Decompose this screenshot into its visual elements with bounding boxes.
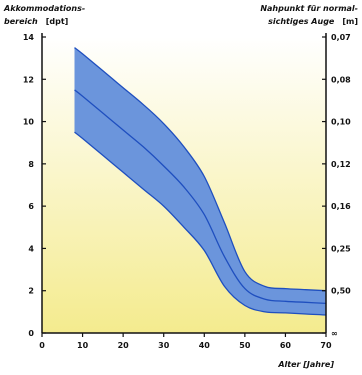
x-tick-label: 50	[239, 341, 251, 350]
x-tick-label: 70	[320, 341, 332, 350]
x-tick-label: 30	[158, 341, 170, 350]
mean-line	[74, 89, 327, 305]
right-axis-unit: [m]	[342, 17, 358, 26]
left-axis-title: Akkommodations- bereich [dpt]	[4, 2, 85, 28]
left-tick-label: 10	[23, 118, 35, 127]
left-tick-label: 4	[28, 244, 34, 253]
left-tick-label: 6	[28, 202, 34, 211]
right-tick-label: 0,50	[331, 287, 351, 296]
x-tick-label: 20	[118, 341, 130, 350]
left-axis-title-line2: bereich	[4, 17, 38, 26]
x-tick-label: 60	[280, 341, 292, 350]
right-tick-label: 0,08	[331, 75, 351, 84]
left-tick-label: 8	[28, 160, 34, 169]
accommodation-range-band	[74, 47, 326, 315]
left-tick-label: 0	[28, 329, 34, 338]
left-tick-label: 12	[23, 75, 34, 84]
left-tick-label: 2	[28, 287, 34, 296]
right-axis-title-line1: Nahpunkt für normal-	[260, 4, 358, 13]
left-tick-label: 14	[23, 33, 35, 42]
x-tick-label: 10	[77, 341, 89, 350]
x-axis-title: Alter [Jahre]	[278, 360, 334, 369]
x-tick-label: 0	[39, 341, 45, 350]
right-tick-label: ∞	[331, 329, 338, 338]
right-tick-label: 0,10	[331, 118, 351, 127]
right-tick-label: 0,07	[331, 33, 351, 42]
right-axis-title-line2: sichtiges Auge	[268, 17, 335, 26]
right-tick-label: 0,25	[331, 244, 351, 253]
lower-bound-line	[74, 131, 327, 316]
left-axis-unit: [dpt]	[45, 17, 69, 26]
left-axis-title-line1: Akkommodations-	[4, 4, 86, 13]
right-tick-label: 0,12	[331, 160, 351, 169]
right-tick-label: 0,16	[331, 202, 351, 211]
upper-bound-line	[74, 47, 327, 292]
x-tick-label: 40	[199, 341, 211, 350]
right-axis-title: Nahpunkt für normal- sichtiges Auge [m]	[260, 2, 358, 28]
